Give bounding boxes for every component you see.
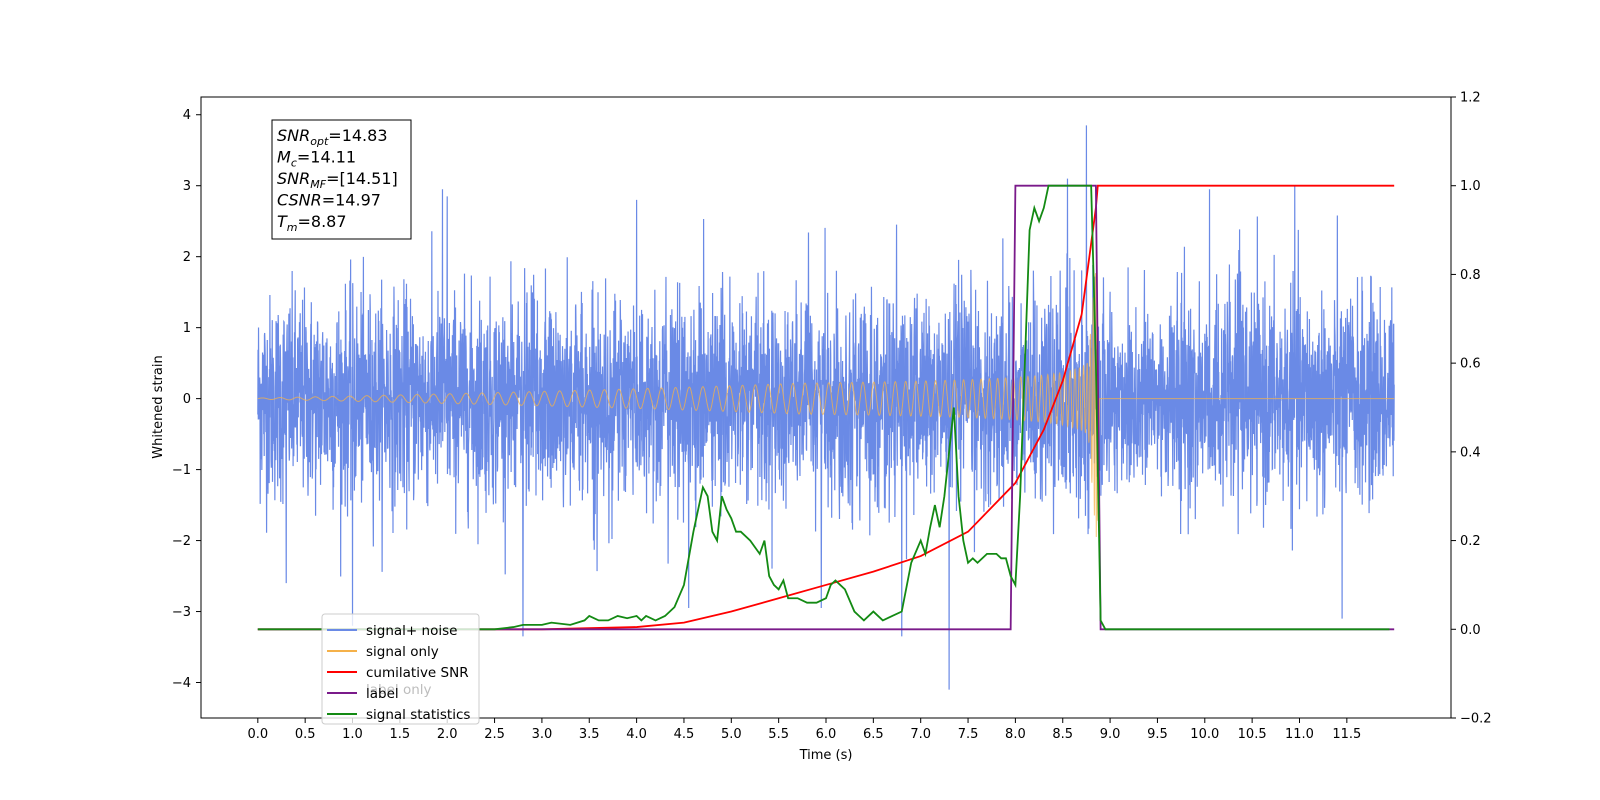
y-axis-left: −4 −3 −2 −1 0 1 2 3 4 — [172, 108, 201, 691]
y-left-tick-label: 2 — [183, 250, 191, 265]
y-right-tick-label: 0.0 — [1460, 623, 1481, 638]
series-signal-only — [257, 252, 1395, 538]
x-tick-label: 9.5 — [1147, 727, 1168, 742]
y-right-tick-label: 1.0 — [1460, 179, 1481, 194]
y-left-tick-label: 1 — [183, 321, 191, 336]
annotation-line: Tm=8.87 — [277, 212, 347, 234]
x-tick-label: 2.0 — [437, 727, 458, 742]
x-tick-label: 3.5 — [579, 727, 600, 742]
x-tick-label: 5.0 — [721, 727, 742, 742]
legend: label only signal+ noise signal only cumila… — [321, 613, 480, 725]
x-tick-label: 7.0 — [910, 727, 931, 742]
y-left-tick-label: −4 — [172, 676, 191, 691]
y-left-tick-label: 3 — [183, 179, 191, 194]
y-right-tick-label: 1.2 — [1460, 91, 1481, 106]
x-tick-label: 10.5 — [1238, 727, 1267, 742]
x-axis: 0.0 0.5 1.0 1.5 2.0 2.5 3.0 3.5 4.0 4.5 5.0 5.5 6.0 6… — [247, 718, 1361, 742]
x-tick-label: 6.5 — [863, 727, 884, 742]
y-right-tick-label: 0.4 — [1460, 445, 1481, 460]
legend-frame — [321, 613, 480, 725]
x-tick-label: 11.0 — [1285, 727, 1314, 742]
stats-annotation-box: SNRopt=14.83Mc=14.11SNRMF=[14.51]CSNR=14… — [271, 119, 412, 240]
legend-label: signal statistics — [366, 707, 470, 723]
x-tick-label: 9.0 — [1100, 727, 1121, 742]
y-right-tick-label: 0.2 — [1460, 534, 1481, 549]
y-left-tick-label: −1 — [172, 463, 191, 478]
annotation-line: SNRopt=14.83 — [277, 126, 388, 148]
x-tick-label: 8.0 — [1005, 727, 1026, 742]
x-tick-label: 6.0 — [816, 727, 837, 742]
y-axis-label-left: Whitened strain — [151, 355, 166, 458]
series-cumulative-snr — [257, 184, 1395, 631]
annotation-line: SNRMF=[14.51] — [277, 169, 398, 191]
x-tick-label: 5.5 — [768, 727, 789, 742]
x-tick-label: 2.5 — [484, 727, 505, 742]
y-left-tick-label: −3 — [172, 605, 191, 620]
x-tick-label: 1.5 — [390, 727, 411, 742]
x-tick-label: 1.0 — [342, 727, 363, 742]
y-right-tick-label: 0.6 — [1460, 357, 1481, 372]
annotation-frame — [271, 119, 412, 240]
series-layer — [257, 125, 1395, 690]
legend-label: signal only — [366, 644, 439, 660]
legend-overlapped-text: label only — [366, 682, 432, 698]
y-left-tick-label: 0 — [183, 392, 191, 407]
series-signal-statistics — [257, 184, 1390, 631]
y-left-tick-label: 4 — [183, 108, 191, 123]
x-tick-label: 3.0 — [532, 727, 553, 742]
x-tick-label: 8.5 — [1052, 727, 1073, 742]
y-right-tick-label: −0.2 — [1460, 712, 1492, 727]
series-signal-noise — [257, 125, 1395, 690]
annotation-line: CSNR=14.97 — [277, 191, 381, 210]
legend-label: signal+ noise — [366, 623, 457, 639]
legend-label: label — [366, 686, 399, 702]
annotation-line: Mc=14.11 — [277, 148, 356, 170]
x-tick-label: 0.0 — [247, 727, 268, 742]
x-tick-label: 11.5 — [1332, 727, 1361, 742]
x-tick-label: 4.5 — [674, 727, 695, 742]
x-axis-label: Time (s) — [799, 748, 853, 763]
x-tick-label: 0.5 — [295, 727, 316, 742]
y-axis-right: −0.2 0.0 0.2 0.4 0.6 0.8 1.0 1.2 — [1451, 91, 1492, 727]
x-tick-label: 7.5 — [958, 727, 979, 742]
y-right-tick-label: 0.8 — [1460, 268, 1481, 283]
legend-label: cumilative SNR — [366, 665, 469, 681]
x-tick-label: 10.0 — [1190, 727, 1219, 742]
y-left-tick-label: −2 — [172, 534, 191, 549]
x-tick-label: 4.0 — [626, 727, 647, 742]
